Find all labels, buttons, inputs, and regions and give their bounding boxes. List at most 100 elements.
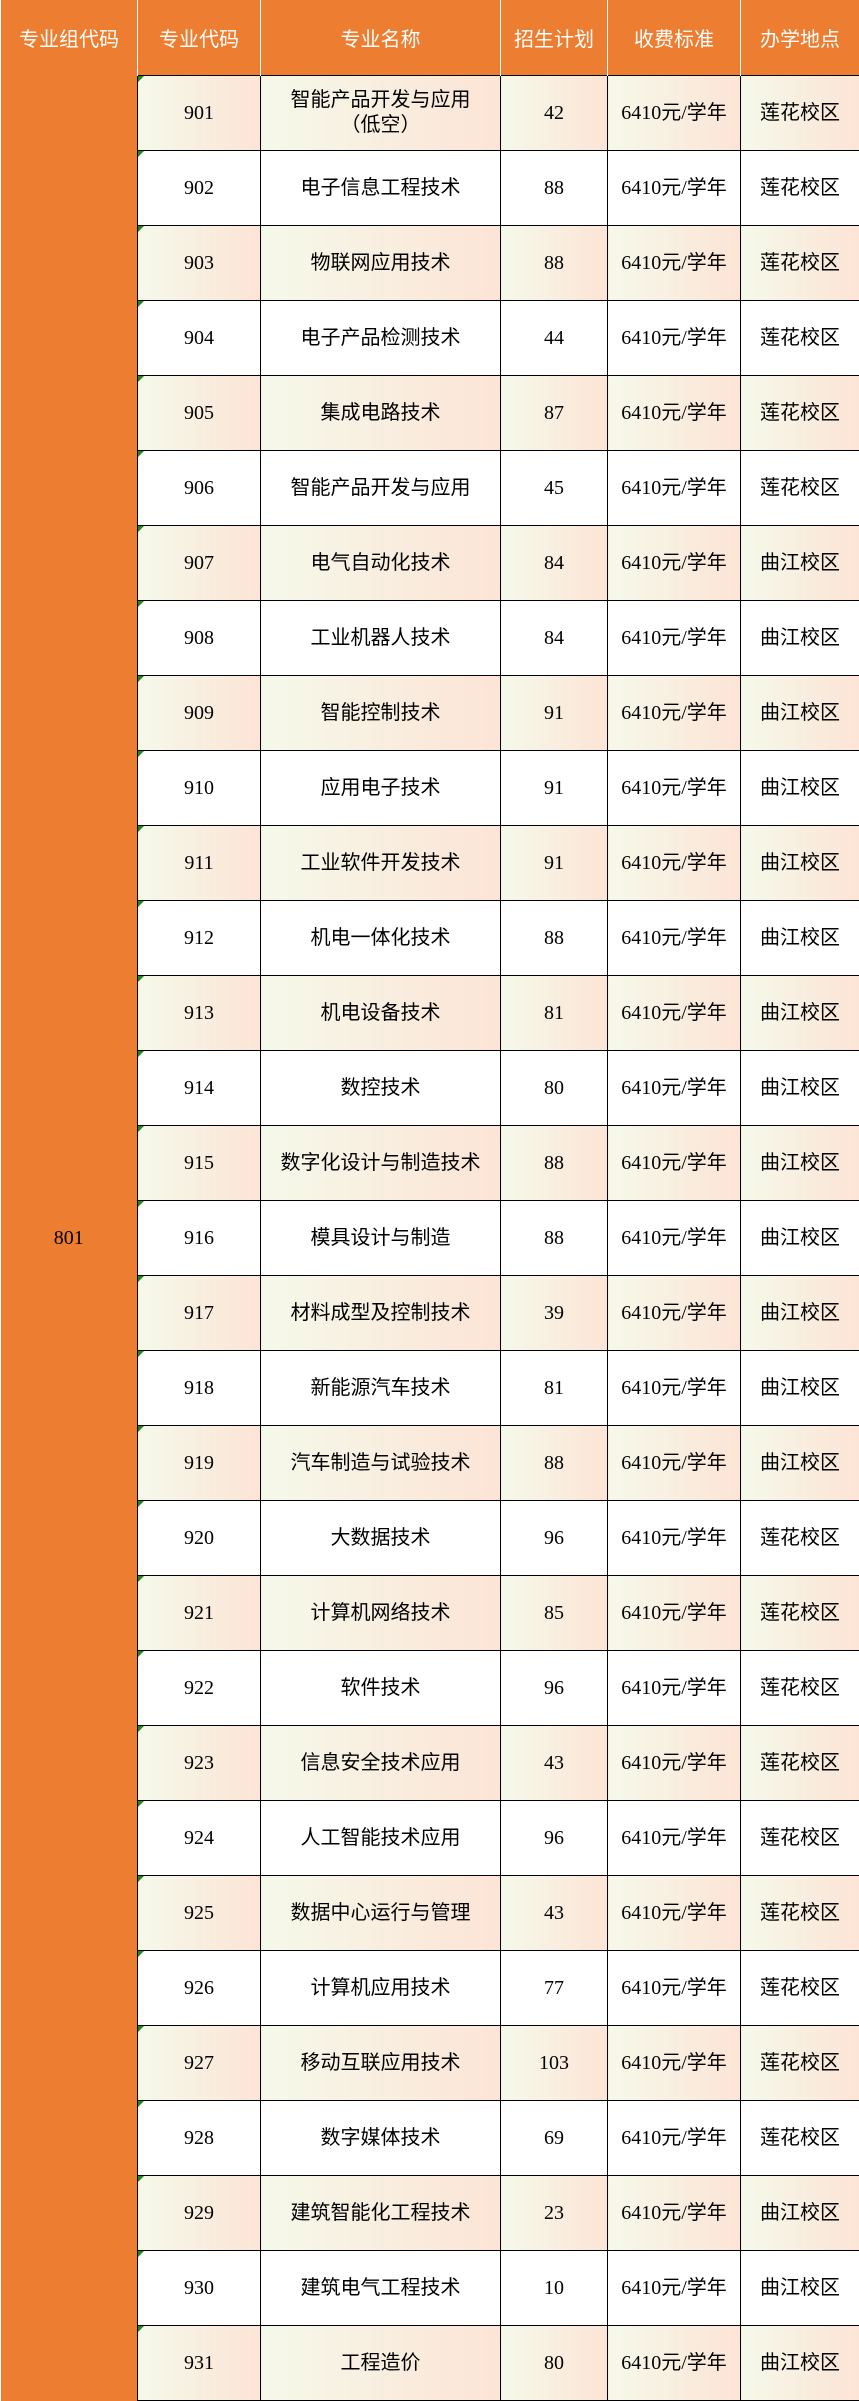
fee-cell: 6410元/学年 [607, 2175, 741, 2251]
fee-cell: 6410元/学年 [607, 1725, 741, 1801]
table-row: 929 建筑智能化工程技术 23 6410元/学年 曲江校区 [1, 2175, 859, 2251]
table-row: 903 物联网应用技术 88 6410元/学年 莲花校区 [1, 225, 859, 301]
major-code-cell: 929 [137, 2175, 261, 2251]
site-cell: 曲江校区 [740, 675, 859, 751]
site-cell: 曲江校区 [740, 2175, 859, 2251]
major-code-cell: 920 [137, 1500, 261, 1576]
major-code-cell: 911 [137, 825, 261, 901]
plan-cell: 10 [500, 2250, 608, 2326]
major-code-cell: 926 [137, 1950, 261, 2026]
site-cell: 莲花校区 [740, 150, 859, 226]
plan-cell: 88 [500, 1425, 608, 1501]
plan-cell: 91 [500, 825, 608, 901]
header-group-code: 专业组代码 [0, 0, 138, 76]
major-name-cell: 数字化设计与制造技术 [260, 1125, 501, 1201]
plan-cell: 88 [500, 150, 608, 226]
major-code-cell: 908 [137, 600, 261, 676]
site-cell: 曲江校区 [740, 1350, 859, 1426]
site-cell: 曲江校区 [740, 2250, 859, 2326]
plan-cell: 88 [500, 1200, 608, 1276]
site-cell: 曲江校区 [740, 525, 859, 601]
major-name-cell: 应用电子技术 [260, 750, 501, 826]
major-name-cell: 建筑电气工程技术 [260, 2250, 501, 2326]
major-name-cell: 智能控制技术 [260, 675, 501, 751]
site-cell: 曲江校区 [740, 600, 859, 676]
major-code-cell: 912 [137, 900, 261, 976]
plan-cell: 103 [500, 2025, 608, 2101]
major-code-cell: 930 [137, 2250, 261, 2326]
major-code-cell: 914 [137, 1050, 261, 1126]
major-name-cell: 大数据技术 [260, 1500, 501, 1576]
major-name-cell: 工程造价 [260, 2325, 501, 2401]
major-code-cell: 931 [137, 2325, 261, 2401]
plan-cell: 85 [500, 1575, 608, 1651]
table-row: 926 计算机应用技术 77 6410元/学年 莲花校区 [1, 1950, 859, 2026]
table-row: 904 电子产品检测技术 44 6410元/学年 莲花校区 [1, 300, 859, 376]
major-code-cell: 903 [137, 225, 261, 301]
plan-cell: 88 [500, 900, 608, 976]
fee-cell: 6410元/学年 [607, 675, 741, 751]
group-code-cell: 801 [0, 75, 138, 2401]
fee-cell: 6410元/学年 [607, 450, 741, 526]
fee-cell: 6410元/学年 [607, 1500, 741, 1576]
site-cell: 莲花校区 [740, 450, 859, 526]
fee-cell: 6410元/学年 [607, 1875, 741, 1951]
plan-cell: 23 [500, 2175, 608, 2251]
fee-cell: 6410元/学年 [607, 1950, 741, 2026]
major-code-cell: 918 [137, 1350, 261, 1426]
plan-cell: 84 [500, 600, 608, 676]
table-row: 931 工程造价 80 6410元/学年 曲江校区 [1, 2325, 859, 2401]
site-cell: 莲花校区 [740, 2100, 859, 2176]
fee-cell: 6410元/学年 [607, 300, 741, 376]
major-code-cell: 907 [137, 525, 261, 601]
table-row: 911 工业软件开发技术 91 6410元/学年 曲江校区 [1, 825, 859, 901]
plan-cell: 91 [500, 750, 608, 826]
major-name-cell: 建筑智能化工程技术 [260, 2175, 501, 2251]
site-cell: 莲花校区 [740, 1875, 859, 1951]
major-code-cell: 901 [137, 75, 261, 151]
major-code-cell: 922 [137, 1650, 261, 1726]
major-name-cell: 智能产品开发与应用 （低空） [260, 75, 501, 151]
header-major-code: 专业代码 [137, 0, 261, 76]
table-row: 916 模具设计与制造 88 6410元/学年 曲江校区 [1, 1200, 859, 1276]
table-row: 910 应用电子技术 91 6410元/学年 曲江校区 [1, 750, 859, 826]
major-name-cell: 计算机网络技术 [260, 1575, 501, 1651]
plan-cell: 88 [500, 1125, 608, 1201]
major-code-cell: 919 [137, 1425, 261, 1501]
table-row: 912 机电一体化技术 88 6410元/学年 曲江校区 [1, 900, 859, 976]
table-row: 906 智能产品开发与应用 45 6410元/学年 莲花校区 [1, 450, 859, 526]
site-cell: 莲花校区 [740, 225, 859, 301]
plan-cell: 87 [500, 375, 608, 451]
table-row: 914 数控技术 80 6410元/学年 曲江校区 [1, 1050, 859, 1126]
site-cell: 莲花校区 [740, 1650, 859, 1726]
table-row: 921 计算机网络技术 85 6410元/学年 莲花校区 [1, 1575, 859, 1651]
fee-cell: 6410元/学年 [607, 1350, 741, 1426]
fee-cell: 6410元/学年 [607, 2025, 741, 2101]
plan-cell: 88 [500, 225, 608, 301]
table-row: 918 新能源汽车技术 81 6410元/学年 曲江校区 [1, 1350, 859, 1426]
fee-cell: 6410元/学年 [607, 1650, 741, 1726]
fee-cell: 6410元/学年 [607, 225, 741, 301]
table-row: 919 汽车制造与试验技术 88 6410元/学年 曲江校区 [1, 1425, 859, 1501]
plan-cell: 44 [500, 300, 608, 376]
site-cell: 曲江校区 [740, 1425, 859, 1501]
site-cell: 莲花校区 [740, 1950, 859, 2026]
plan-cell: 43 [500, 1725, 608, 1801]
plan-cell: 84 [500, 525, 608, 601]
site-cell: 莲花校区 [740, 300, 859, 376]
major-name-cell: 人工智能技术应用 [260, 1800, 501, 1876]
major-name-cell: 数据中心运行与管理 [260, 1875, 501, 1951]
table-row: 924 人工智能技术应用 96 6410元/学年 莲花校区 [1, 1800, 859, 1876]
major-code-cell: 909 [137, 675, 261, 751]
table-row: 801 901 智能产品开发与应用 （低空） 42 6410元/学年 莲花校区 [0, 75, 859, 2401]
major-name-cell: 智能产品开发与应用 [260, 450, 501, 526]
major-name-cell: 信息安全技术应用 [260, 1725, 501, 1801]
major-code-cell: 921 [137, 1575, 261, 1651]
fee-cell: 6410元/学年 [607, 600, 741, 676]
header-fee: 收费标准 [607, 0, 741, 76]
major-code-cell: 927 [137, 2025, 261, 2101]
major-code-cell: 928 [137, 2100, 261, 2176]
major-name-cell: 机电设备技术 [260, 975, 501, 1051]
site-cell: 曲江校区 [740, 900, 859, 976]
